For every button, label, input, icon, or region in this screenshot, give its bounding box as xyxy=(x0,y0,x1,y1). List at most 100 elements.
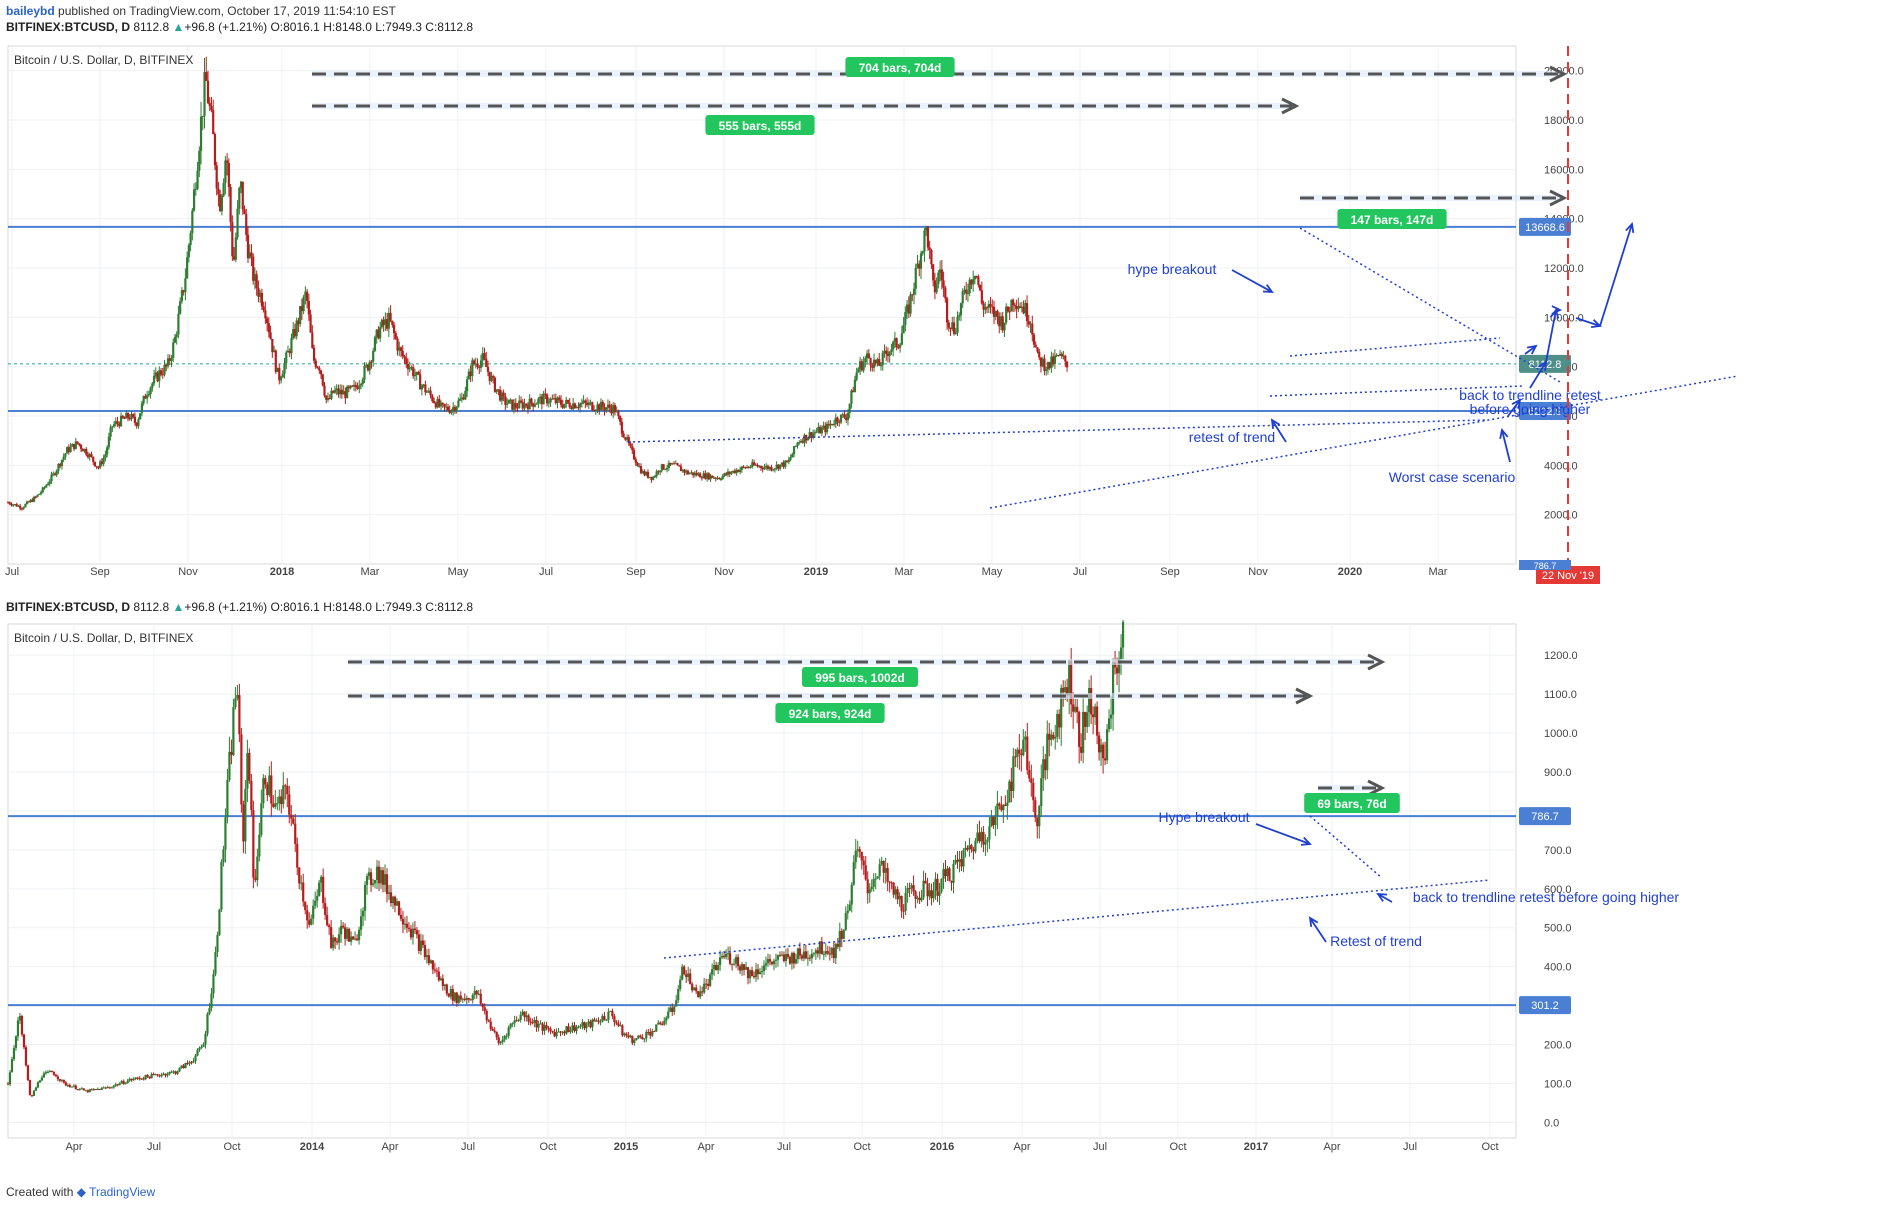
candle-body xyxy=(100,1087,103,1090)
candle-body xyxy=(485,1010,488,1021)
price-change: +96.8 (+1.21%) xyxy=(184,20,268,34)
candle-body xyxy=(70,1086,73,1088)
candle-body xyxy=(493,377,497,392)
measure-badge xyxy=(705,115,815,135)
candle-body xyxy=(822,954,825,956)
candle-body xyxy=(172,342,175,359)
candle-body xyxy=(1022,739,1025,756)
candle-body xyxy=(26,501,29,505)
candle-body xyxy=(83,448,86,452)
candle-body xyxy=(403,923,407,925)
candle-body xyxy=(269,332,272,339)
candle-body xyxy=(587,1021,590,1024)
candle-body xyxy=(509,399,512,401)
candle-body xyxy=(1038,351,1041,358)
chart-panel-bottom[interactable]: 0.0100.0200.0300.0400.0500.0600.0700.080… xyxy=(0,620,1898,1180)
candle-body xyxy=(742,964,746,970)
candle-body xyxy=(438,398,441,407)
candle-body xyxy=(220,195,223,212)
candle-body xyxy=(850,390,853,404)
candle-body xyxy=(882,860,885,873)
candle-body xyxy=(34,1087,38,1091)
candle-body xyxy=(1032,334,1036,345)
candle-body xyxy=(224,817,227,850)
candle-body xyxy=(266,784,269,796)
candle-body xyxy=(695,472,698,476)
candle-body xyxy=(912,288,916,295)
candle-body xyxy=(660,464,663,471)
candle-body xyxy=(567,1026,570,1032)
candle-body xyxy=(681,966,684,980)
candle-body xyxy=(715,964,718,971)
candle-body xyxy=(395,901,399,906)
candle-body xyxy=(636,463,639,467)
candle-body xyxy=(204,1033,207,1045)
candle-body xyxy=(632,450,636,460)
candle-body xyxy=(764,963,768,966)
candle-body xyxy=(154,372,157,376)
candle-body xyxy=(1013,304,1016,306)
candle-body xyxy=(142,1078,145,1080)
chart-svg-top[interactable]: 2000.04000.06000.08000.010000.012000.014… xyxy=(0,42,1898,592)
candle-body xyxy=(320,876,323,883)
candle-body xyxy=(948,868,951,882)
candle-body xyxy=(324,903,327,915)
candle-body xyxy=(67,447,70,452)
candle-body xyxy=(808,957,811,959)
measure-label: 924 bars, 924d xyxy=(789,707,872,721)
candle-body xyxy=(97,467,100,469)
candle-body xyxy=(288,350,291,354)
candle-body xyxy=(688,473,691,475)
chart-panel-top[interactable]: 2000.04000.06000.08000.010000.012000.014… xyxy=(0,42,1898,592)
candle-body xyxy=(514,403,517,408)
candle-body xyxy=(1062,355,1065,357)
candle-body xyxy=(1006,306,1010,312)
publish-info: baileybd published on TradingView.com, O… xyxy=(6,4,396,18)
candle-body xyxy=(756,969,760,975)
candle-body xyxy=(589,1021,592,1028)
footer-brand[interactable]: TradingView xyxy=(89,1185,156,1199)
candle-body xyxy=(740,466,743,470)
candle-body xyxy=(796,948,800,960)
author-link[interactable]: baileybd xyxy=(6,4,55,18)
candle-body xyxy=(276,367,279,372)
arrow-head-icon xyxy=(1551,305,1563,315)
candle-body xyxy=(615,1022,618,1024)
candle-body xyxy=(733,470,737,473)
candle-body xyxy=(693,987,696,991)
candle-body xyxy=(278,367,281,381)
candle-body xyxy=(112,424,116,427)
candle-body xyxy=(1072,704,1075,712)
measure-label: 555 bars, 555d xyxy=(719,119,802,133)
candle-body xyxy=(843,414,846,418)
candle-body xyxy=(985,307,989,309)
candle-body xyxy=(294,823,297,844)
annotation-text: Worst case scenario xyxy=(1389,469,1516,485)
candle-body xyxy=(673,1006,676,1012)
candle-body xyxy=(502,392,505,397)
candle-body xyxy=(212,110,215,135)
candle-body xyxy=(483,353,486,359)
candle-body xyxy=(652,477,655,480)
candle-body xyxy=(475,990,478,995)
candle-body xyxy=(620,421,623,434)
candle-body xyxy=(860,851,863,861)
candle-body xyxy=(677,989,680,1001)
candle-body xyxy=(918,897,921,901)
candle-body xyxy=(104,1087,107,1089)
candle-body xyxy=(495,1031,498,1038)
candle-body xyxy=(791,454,794,458)
chart-svg-bottom[interactable]: 0.0100.0200.0300.0400.0500.0600.0700.080… xyxy=(0,620,1898,1180)
candle-body xyxy=(699,991,702,998)
candle-body xyxy=(415,371,418,376)
candle-body xyxy=(399,347,403,351)
candle-body xyxy=(1064,687,1067,693)
candle-body xyxy=(295,320,298,337)
candle-body xyxy=(609,1010,612,1012)
candle-body xyxy=(239,181,243,188)
candle-body xyxy=(380,319,383,328)
candle-body xyxy=(391,320,394,325)
candle-body xyxy=(822,425,825,428)
candle-body xyxy=(615,411,618,413)
candle-body xyxy=(405,923,409,928)
